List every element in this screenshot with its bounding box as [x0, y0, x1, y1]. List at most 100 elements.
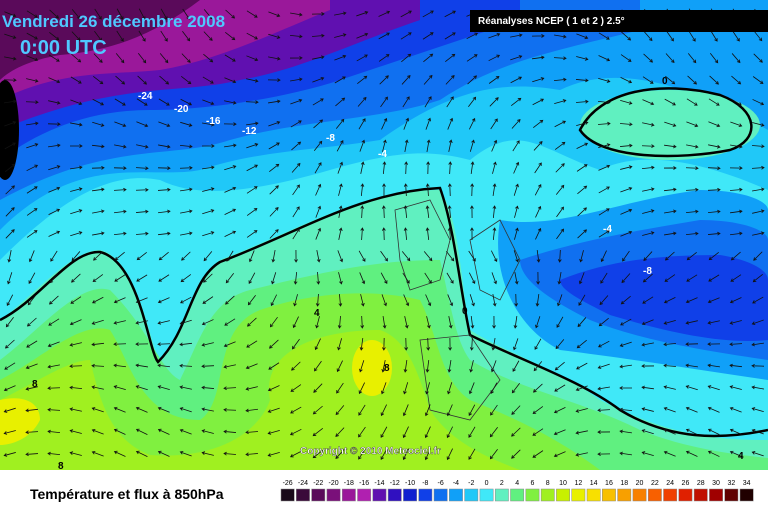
wind-arrow: [248, 272, 256, 284]
wind-arrow: [491, 338, 496, 351]
wind-arrow: [621, 273, 631, 284]
wind-arrow: [577, 185, 588, 195]
wind-arrow: [290, 120, 302, 128]
wind-arrow: [91, 319, 104, 325]
wind-arrow: [358, 426, 366, 438]
wind-arrow: [26, 55, 39, 62]
wind-arrow: [554, 361, 565, 371]
wind-arrow: [136, 98, 148, 106]
wind-arrow: [135, 187, 149, 192]
wind-arrow: [707, 231, 721, 236]
wind-arrow: [25, 452, 39, 457]
wind-arrow: [113, 209, 127, 214]
wind-arrow: [663, 385, 676, 390]
legend-swatch: [296, 488, 310, 502]
wind-arrow: [378, 10, 391, 17]
wind-arrow: [751, 451, 764, 457]
wind-arrow: [180, 98, 193, 106]
wind-arrow: [313, 383, 323, 393]
wind-arrow: [576, 56, 589, 61]
wind-arrow: [425, 227, 430, 241]
legend-swatch: [494, 488, 509, 502]
wind-arrow: [685, 297, 698, 304]
wind-arrow: [642, 76, 654, 84]
wind-arrow: [356, 54, 368, 62]
wind-arrow: [182, 8, 190, 20]
wind-arrow: [26, 164, 39, 172]
wind-arrow: [179, 363, 193, 368]
wind-arrow: [686, 274, 698, 282]
wind-arrow: [338, 205, 343, 218]
wind-arrow: [136, 274, 148, 282]
wind-arrow: [513, 161, 520, 174]
wind-arrow: [91, 296, 104, 304]
wind-arrow: [729, 166, 743, 170]
contour-label: -16: [206, 116, 221, 127]
wind-arrow: [402, 404, 409, 417]
legend-swatch: [449, 488, 463, 502]
wind-arrow: [422, 32, 434, 40]
wind-arrow: [290, 77, 303, 82]
wind-arrow: [360, 161, 365, 174]
legend-tick-label: 22: [651, 480, 659, 487]
wind-arrow: [289, 56, 303, 60]
wind-arrow: [448, 316, 453, 329]
wind-arrow: [532, 406, 544, 415]
wind-arrow: [202, 99, 215, 106]
color-legend: -26 -24 -22 -20 -18 -16 -14 -12 -10 -8 -6 -4 -2 0 2 4 6 8…: [280, 480, 754, 502]
wind-arrow: [157, 363, 171, 368]
wind-arrow: [404, 139, 409, 152]
wind-arrow: [555, 339, 565, 350]
wind-arrow: [621, 31, 632, 41]
wind-arrow: [203, 31, 213, 41]
wind-arrow: [94, 30, 103, 42]
wind-arrow: [469, 139, 475, 152]
wind-arrow: [598, 230, 610, 238]
wind-arrow: [620, 165, 633, 170]
wind-arrow: [113, 406, 126, 413]
wind-arrow: [294, 249, 298, 263]
wind-arrow: [291, 338, 300, 350]
wind-arrow: [751, 319, 764, 325]
wind-arrow: [752, 273, 763, 283]
wind-arrow: [751, 144, 765, 149]
wind-arrow: [708, 144, 721, 149]
wind-arrow: [426, 316, 431, 329]
wind-arrow: [535, 227, 542, 240]
wind-arrow: [425, 294, 432, 307]
wind-arrow: [268, 362, 280, 370]
wind-arrow: [642, 296, 654, 304]
wind-arrow: [137, 75, 147, 85]
wind-arrow: [48, 186, 61, 193]
wind-arrow: [664, 274, 676, 282]
wind-arrow: [246, 143, 259, 149]
wind-arrow: [663, 187, 677, 192]
wind-arrow: [225, 273, 235, 284]
wind-arrow: [136, 121, 149, 128]
wind-arrow: [224, 77, 237, 84]
wind-arrow: [707, 406, 720, 413]
wind-arrow: [267, 78, 281, 82]
wind-arrow: [531, 34, 545, 38]
wind-arrow: [598, 164, 611, 171]
wind-arrow: [575, 385, 588, 392]
wind-arrow: [4, 99, 17, 104]
wind-arrow: [246, 164, 259, 172]
wind-arrow: [201, 407, 214, 412]
wind-arrow: [707, 187, 721, 192]
wind-arrow: [268, 121, 281, 127]
wind-arrow: [597, 430, 611, 434]
wind-arrow: [642, 209, 655, 214]
wind-arrow: [202, 76, 214, 84]
wind-arrow: [491, 139, 498, 152]
wind-arrow: [532, 428, 544, 436]
wind-arrow: [225, 295, 235, 305]
wind-arrow: [709, 75, 719, 85]
wind-arrow: [403, 294, 410, 307]
wind-arrow: [466, 32, 479, 40]
wind-arrow: [135, 209, 149, 214]
wind-arrow: [4, 163, 16, 172]
wind-arrow: [47, 451, 61, 456]
wind-arrow: [666, 30, 674, 42]
